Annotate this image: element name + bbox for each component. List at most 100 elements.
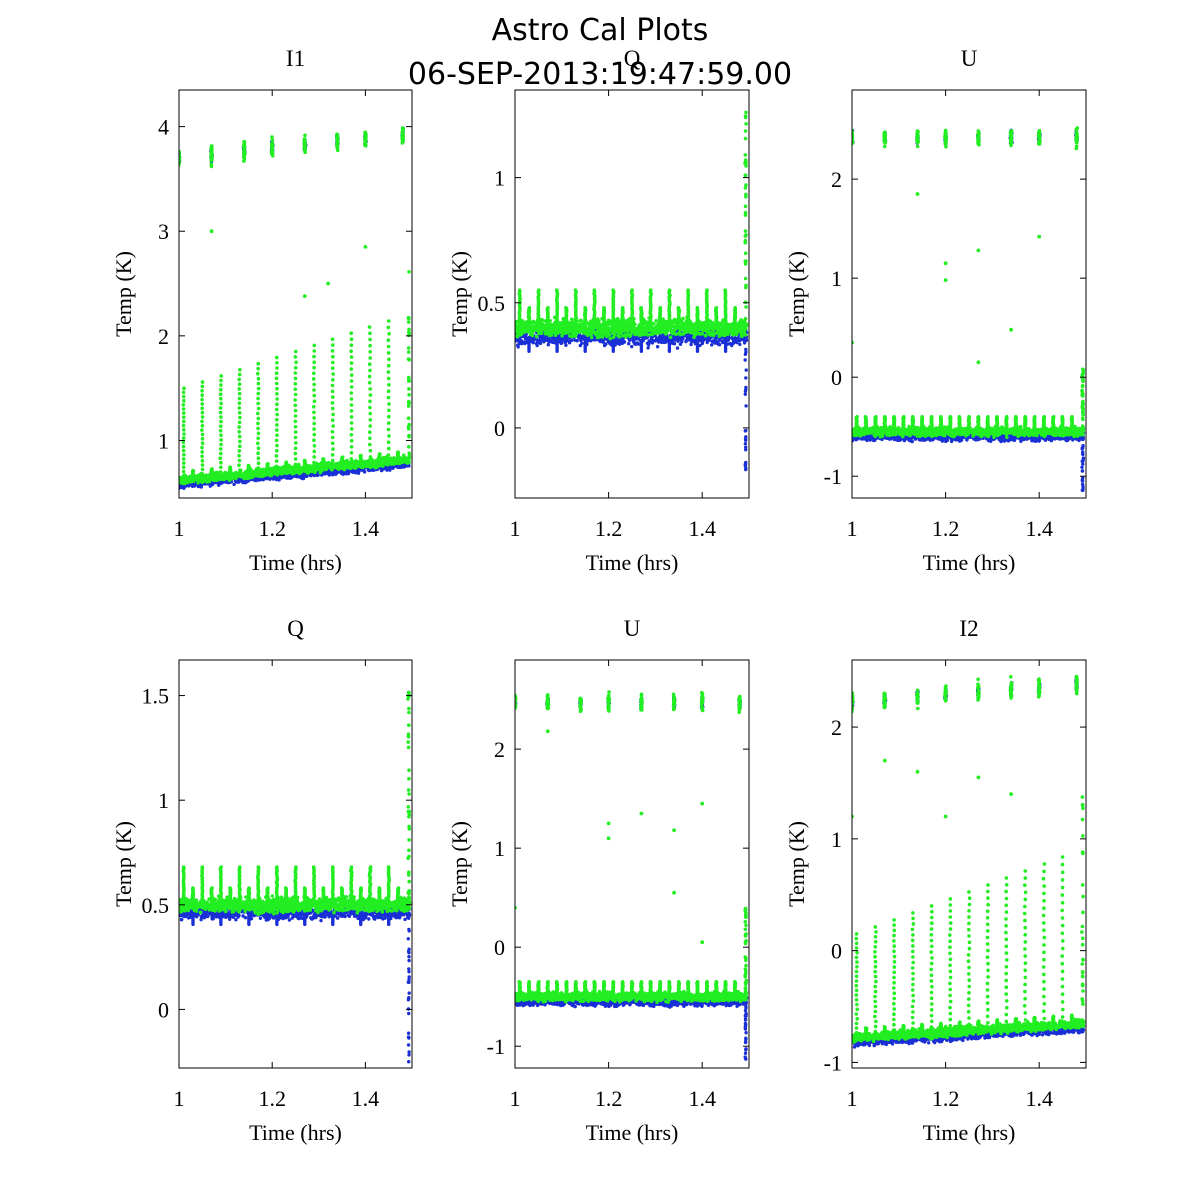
data-point: [219, 374, 223, 378]
data-point: [219, 474, 223, 479]
data-point: [349, 427, 354, 431]
data-point: [586, 338, 590, 342]
data-point: [337, 465, 342, 470]
data-point: [237, 391, 242, 396]
data-point: [400, 139, 405, 143]
data-point: [654, 319, 658, 323]
data-point: [368, 350, 373, 354]
data-point: [274, 459, 279, 463]
data-point: [330, 366, 335, 371]
data-point: [743, 392, 747, 396]
data-point: [242, 471, 246, 476]
data-point: [397, 461, 402, 466]
data-point: [523, 328, 527, 333]
data-point: [689, 334, 693, 338]
figure-title-line1: Astro Cal Plots: [492, 13, 709, 48]
data-point: [639, 349, 644, 353]
data-point: [386, 370, 391, 374]
data-point: [386, 325, 391, 330]
data-point: [363, 132, 367, 136]
data-point: [290, 465, 295, 469]
data-point: [219, 401, 223, 406]
data-point: [601, 333, 605, 337]
data-point: [330, 401, 335, 405]
data-point: [717, 323, 722, 328]
data-point: [313, 463, 318, 468]
data-point: [274, 407, 279, 412]
data-point: [571, 320, 575, 325]
data-point: [200, 384, 205, 389]
data-point: [635, 327, 640, 331]
data-point: [181, 390, 186, 395]
y-axis-label: Temp (K): [111, 251, 136, 337]
data-point: [407, 454, 412, 458]
data-point: [341, 472, 346, 476]
data-point: [646, 346, 650, 350]
data-point: [692, 335, 696, 340]
data-point: [268, 467, 273, 471]
x-axis-label: Time (hrs): [249, 550, 342, 575]
data-point: [200, 419, 204, 424]
data-point: [710, 343, 714, 347]
data-point: [274, 464, 279, 469]
data-point: [181, 448, 186, 453]
data-point: [535, 343, 539, 348]
data-point: [219, 438, 223, 442]
data-point: [662, 338, 666, 342]
series-green: [515, 110, 749, 341]
data-point: [182, 473, 186, 478]
data-point: [349, 409, 354, 413]
data-point: [367, 374, 372, 379]
data-point: [595, 331, 600, 336]
data-point: [228, 465, 232, 470]
data-point: [353, 460, 357, 465]
data-point: [368, 436, 372, 441]
data-point: [396, 465, 400, 469]
data-point: [275, 428, 279, 432]
data-point: [256, 406, 261, 411]
data-point: [630, 344, 634, 349]
data-point: [218, 406, 223, 410]
data-point: [711, 327, 715, 332]
data-point: [349, 379, 354, 383]
data-point: [689, 342, 693, 347]
data-point: [204, 473, 208, 478]
data-point: [389, 456, 393, 461]
data-point: [538, 335, 542, 339]
data-point: [386, 389, 391, 394]
data-point: [606, 322, 611, 327]
data-point: [631, 337, 635, 341]
x-tick-label: 1.2: [258, 516, 286, 541]
data-point: [219, 383, 223, 387]
data-point: [716, 340, 720, 344]
data-point: [302, 458, 307, 463]
data-point: [179, 478, 182, 483]
data-point: [621, 334, 625, 338]
data-point: [349, 421, 354, 425]
data-point: [601, 340, 605, 344]
data-point: [734, 329, 739, 334]
data-point: [692, 325, 697, 330]
data-point: [406, 346, 411, 350]
data-point: [209, 158, 214, 162]
data-point: [293, 451, 298, 456]
data-point: [312, 343, 317, 348]
data-point: [400, 132, 405, 137]
data-point: [381, 458, 386, 463]
data-point: [349, 361, 354, 365]
data-point: [368, 442, 372, 447]
data-point: [667, 349, 672, 353]
data-point: [386, 427, 391, 432]
data-point: [744, 404, 748, 408]
data-point: [256, 391, 261, 396]
data-point: [407, 445, 411, 449]
data-point: [255, 371, 260, 376]
data-point: [331, 372, 336, 376]
data-point: [345, 462, 349, 466]
data-point: [386, 459, 391, 464]
data-point: [200, 454, 204, 459]
data-point: [191, 468, 195, 473]
data-point: [307, 467, 311, 471]
data-point: [312, 444, 317, 448]
data-point: [312, 449, 317, 454]
